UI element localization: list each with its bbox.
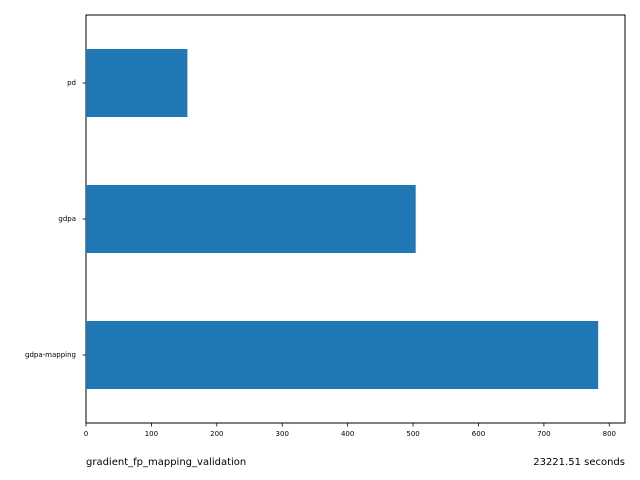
y-axis-ticks: pd gdpa gdpa-mapping [25, 79, 86, 359]
y-tick-label: gdpa-mapping [25, 351, 76, 359]
y-tick-label: pd [67, 79, 76, 87]
x-tick-label: 400 [341, 430, 354, 438]
bar-gdpa [86, 185, 416, 253]
bar-pd [86, 49, 188, 117]
x-tick-label: 300 [276, 430, 289, 438]
x-tick-label: 700 [537, 430, 550, 438]
footer-run-name: gradient_fp_mapping_validation [86, 457, 247, 468]
x-tick-label: 600 [472, 430, 485, 438]
x-tick-label: 0 [84, 430, 88, 438]
x-tick-label: 100 [145, 430, 158, 438]
y-tick-label: gdpa [58, 215, 76, 223]
x-tick-label: 800 [603, 430, 616, 438]
x-axis-ticks: 0 100 200 300 400 500 600 700 800 [84, 423, 616, 438]
x-tick-label: 500 [406, 430, 419, 438]
bars-group [86, 49, 599, 389]
footer-duration: 23221.51 seconds [533, 457, 625, 468]
bar-gdpa-mapping [86, 321, 599, 389]
x-tick-label: 200 [210, 430, 223, 438]
